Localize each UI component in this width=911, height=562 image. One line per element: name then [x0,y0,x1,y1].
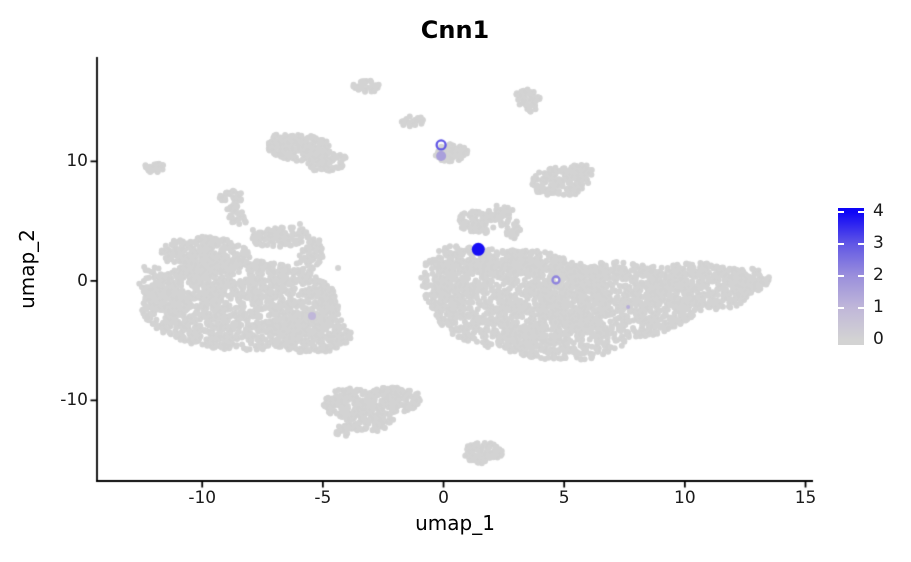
x-tick-label: 10 [674,488,696,508]
colorbar-tick-label: 4 [873,201,884,221]
y-axis-label: umap_2 [15,229,39,309]
x-axis-label: umap_1 [415,511,495,535]
colorbar-tick-label: 0 [873,329,884,349]
colorbar-tick-label: 3 [873,233,884,253]
y-tick-label: -10 [60,390,88,411]
plot-title: Cnn1 [420,16,490,44]
colorbar-tick-label: 2 [873,265,884,285]
colorbar-tick [858,211,864,213]
colorbar-tick [838,243,844,245]
colorbar-tick [858,307,864,309]
x-tick-label: 15 [794,488,817,508]
colorbar-tick [838,307,844,309]
colorbar-tick [838,275,844,277]
y-tick-label: 10 [66,151,88,172]
x-tick-label: -10 [188,488,217,508]
colorbar-tick [838,211,844,213]
x-tick-label: -5 [314,488,332,508]
y-tick-label: 0 [77,270,88,291]
colorbar-tick-label: 1 [873,297,884,317]
colorbar-tick [858,275,864,277]
x-tick-label: 0 [438,488,449,508]
x-tick-label: 5 [558,488,570,508]
colorbar-tick [858,243,864,245]
